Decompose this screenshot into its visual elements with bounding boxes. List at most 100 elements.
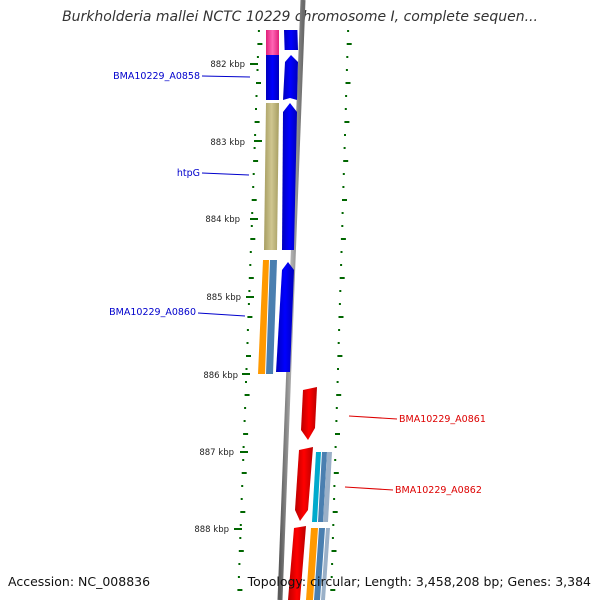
gene-labels: BMA10229_A0858 htpG BMA10229_A0860 BMA10… <box>109 71 486 496</box>
grey-feature-right-2 <box>321 528 330 600</box>
gc-left-dash <box>256 82 261 84</box>
leader-htpG <box>201 172 250 176</box>
cds-arrow-lower[interactable] <box>288 526 306 600</box>
cds-arrow-0858[interactable] <box>284 30 298 50</box>
gc-left-dash <box>241 472 247 474</box>
gene-label-0860[interactable]: BMA10229_A0860 <box>109 307 196 318</box>
gc-left-dash <box>251 212 254 214</box>
gc-right-dash <box>342 173 345 175</box>
gc-right-dash <box>340 264 343 266</box>
gc-left-dash <box>237 589 243 591</box>
gc-left-dash <box>246 329 249 331</box>
gc-left-dash <box>256 69 259 71</box>
gc-left-dash <box>250 225 253 227</box>
gc-right-dash <box>345 82 351 84</box>
gc-right-dash <box>343 147 346 149</box>
gc-right-dash <box>342 186 345 188</box>
gc-right-dash <box>342 199 347 201</box>
grey-feature-right <box>323 452 332 522</box>
gc-right-dash <box>333 498 336 500</box>
gc-left-dash <box>241 485 244 487</box>
gc-left-dash <box>245 368 248 370</box>
gc-right-dash <box>330 589 336 591</box>
gc-left-dash <box>248 277 254 279</box>
outer-left-features <box>258 30 279 374</box>
cds-arrow-0861[interactable] <box>301 387 317 440</box>
cds-arrow-0858b[interactable] <box>283 55 298 100</box>
gc-right-dash <box>339 290 342 292</box>
gc-left-dash <box>246 342 249 344</box>
gc-left-dash <box>253 147 256 149</box>
gc-right-dash <box>337 355 343 357</box>
gene-label-0858[interactable]: BMA10229_A0858 <box>113 71 200 82</box>
gc-left-dash <box>257 43 263 45</box>
gc-left-dash <box>242 446 245 448</box>
gene-label-0861[interactable]: BMA10229_A0861 <box>399 414 486 425</box>
tick-label-883: 883 kbp <box>210 138 245 148</box>
leader-0862 <box>344 486 394 491</box>
gc-right-dash <box>344 134 346 136</box>
gc-left-dash <box>256 56 259 58</box>
cds-arrow-htpG[interactable] <box>282 103 297 250</box>
gc-right-dash <box>339 277 345 279</box>
leader-0858 <box>201 75 251 78</box>
gc-right-dash <box>331 537 334 539</box>
gc-left-dash <box>243 433 249 435</box>
gc-left-dash <box>257 30 260 32</box>
gc-left-dash <box>242 459 245 461</box>
gc-right-dash <box>337 342 340 344</box>
gene-label-0862[interactable]: BMA10229_A0862 <box>395 485 482 496</box>
blue-feature <box>266 55 279 100</box>
tick-label-884: 884 kbp <box>205 215 240 225</box>
gc-left-dash <box>247 303 250 305</box>
gc-track-right <box>330 30 352 591</box>
gc-left-dash <box>253 160 259 162</box>
tick-label-888: 888 kbp <box>194 525 229 535</box>
gc-right-dash <box>334 459 337 461</box>
gc-left-dash <box>238 550 244 552</box>
gc-right-dash <box>345 95 348 97</box>
reverse-cds-track <box>288 387 317 600</box>
gc-right-dash <box>345 69 348 71</box>
tick-label-886: 886 kbp <box>203 371 238 381</box>
gc-right-dash <box>335 433 340 435</box>
gc-right-dash <box>337 368 339 370</box>
accession-text: Accession: NC_008836 <box>8 574 151 589</box>
gene-label-htpG[interactable]: htpG <box>177 168 200 179</box>
tick-label-885: 885 kbp <box>206 293 241 303</box>
orange-feature <box>258 260 269 374</box>
gc-left-dash <box>250 238 256 240</box>
gc-left-dash <box>247 316 253 318</box>
gc-right-dash <box>334 446 337 448</box>
gc-left-dash <box>239 524 242 526</box>
tick-label-887: 887 kbp <box>199 448 234 458</box>
gc-right-dash <box>336 394 342 396</box>
gc-right-dash <box>333 485 336 487</box>
gc-right-dash <box>335 407 338 409</box>
gc-right-dash <box>341 225 344 227</box>
gc-right-dash <box>338 329 341 331</box>
gc-right-dash <box>335 420 338 422</box>
gc-right-dash <box>331 550 337 552</box>
gc-left-dash <box>255 95 258 97</box>
forward-cds-track <box>276 30 298 372</box>
cds-arrow-0860[interactable] <box>276 262 294 372</box>
leader-0861 <box>348 415 398 420</box>
gc-track-left <box>237 30 263 591</box>
genome-summary-text: Topology: circular; Length: 3,458,208 bp… <box>247 574 591 589</box>
gc-right-dash <box>346 43 352 45</box>
cds-arrow-0862[interactable] <box>295 447 313 521</box>
gc-right-dash <box>336 381 339 383</box>
gc-left-dash <box>254 134 257 136</box>
gc-left-dash <box>244 407 247 409</box>
gc-right-dash <box>330 576 333 578</box>
gc-right-dash <box>332 524 335 526</box>
steel-feature-right <box>318 452 327 522</box>
gc-left-dash <box>240 498 243 500</box>
gc-left-dash <box>244 394 250 396</box>
scale-ticks: 882 kbp 883 kbp 884 kbp 885 kbp 886 kbp … <box>194 60 262 535</box>
cyan-feature <box>312 452 321 522</box>
gc-left-dash <box>252 186 255 188</box>
gc-left-dash <box>239 537 242 539</box>
